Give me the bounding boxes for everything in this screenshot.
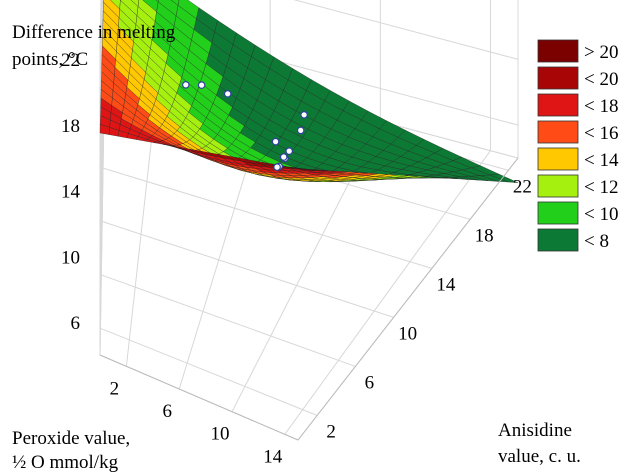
observed-point — [300, 111, 308, 119]
z-tick-label: 6 — [71, 313, 81, 334]
y-tick-label: 14 — [436, 274, 456, 295]
y-tick-label: 10 — [398, 323, 417, 344]
legend-label: < 8 — [584, 231, 609, 252]
legend-swatch — [537, 93, 579, 117]
legend-swatch — [537, 147, 579, 171]
axis-ticks: 22 18 14 10 6 2 6 10 14 22 18 14 10 6 2 — [61, 50, 532, 467]
legend-swatch — [537, 66, 579, 90]
legend-swatch — [537, 228, 579, 252]
observed-point — [197, 81, 206, 89]
y-axis-title-line1: Anisidine — [498, 420, 572, 441]
legend-swatch — [537, 39, 579, 63]
observed-point — [182, 81, 190, 89]
z-tick-label: 18 — [61, 116, 80, 137]
front-edge-y — [297, 157, 519, 441]
z-tick-label: 10 — [61, 247, 80, 268]
legend-label: > 20 — [584, 42, 618, 63]
observed-point — [285, 147, 294, 155]
x-tick-label: 10 — [211, 424, 230, 445]
x-axis-title-line1: Peroxide value, — [12, 428, 130, 449]
plot-box-front — [99, 157, 519, 441]
y-gridline — [101, 0, 394, 318]
legend: > 20 < 20 < 18 < 16 < 14 < 12 < 10 < 8 — [537, 39, 619, 252]
legend-swatch — [537, 174, 579, 198]
x-tick-label: 6 — [162, 401, 172, 422]
y-tick-label: 6 — [365, 372, 375, 393]
z-axis-title-line2: points, °C — [12, 49, 88, 70]
observed-points — [182, 81, 308, 171]
response-surface — [99, 0, 519, 183]
observed-point — [273, 163, 281, 171]
legend-swatch — [537, 201, 579, 225]
y-tick-label: 2 — [326, 421, 336, 442]
z-tick-label: 22 — [61, 50, 80, 71]
legend-label: < 18 — [584, 96, 618, 117]
observed-point — [296, 126, 305, 135]
x-tick-label: 14 — [263, 446, 283, 467]
y-tick-label: 22 — [513, 176, 532, 197]
observed-point — [271, 137, 280, 146]
z-tick-label: 14 — [61, 182, 81, 203]
legend-swatch — [537, 120, 579, 144]
legend-label: < 10 — [584, 204, 618, 225]
legend-label: < 14 — [584, 150, 619, 171]
legend-label: < 12 — [584, 177, 618, 198]
observed-point — [279, 153, 288, 161]
legend-label: < 20 — [584, 69, 618, 90]
x-gridline — [284, 0, 491, 435]
y-axis-title-line2: value, c. u. — [498, 446, 581, 467]
surface-cell — [288, 166, 309, 170]
observed-point — [223, 90, 232, 98]
legend-label: < 16 — [584, 123, 618, 144]
front-edge-x — [99, 354, 299, 441]
x-axis-title-line2: ½ O mmol/kg — [12, 452, 119, 472]
y-gridline — [102, 0, 433, 269]
y-tick-label: 18 — [475, 225, 494, 246]
x-tick-label: 2 — [110, 378, 120, 399]
z-axis-title-line1: Difference in melting — [12, 22, 176, 43]
